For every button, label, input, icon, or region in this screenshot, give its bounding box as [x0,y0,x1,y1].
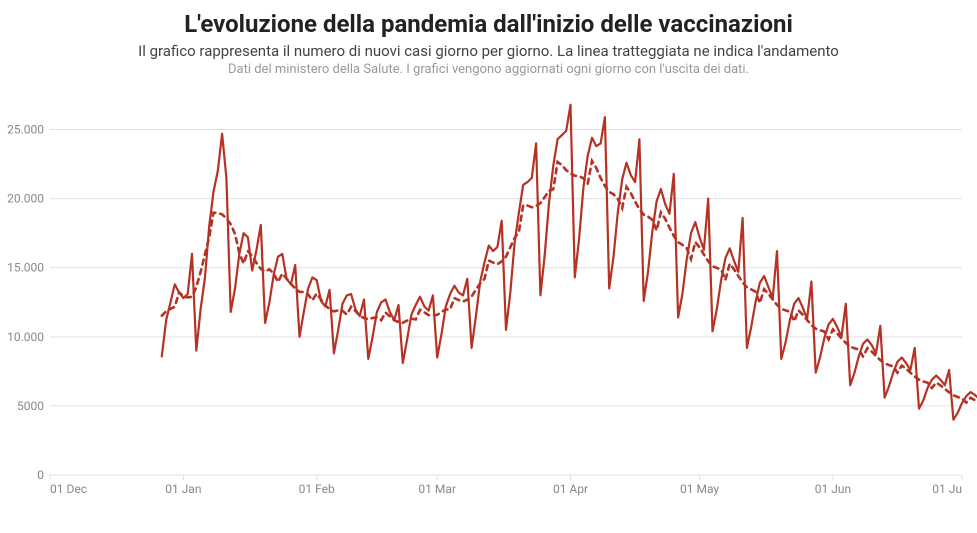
x-axis-label: 01 Ju [932,482,962,496]
y-axis-label: 20.000 [7,192,44,206]
x-axis-label: 01 Jan [165,482,201,496]
y-axis-label: 25.000 [7,123,44,137]
x-axis-label: 01 Jun [815,482,851,496]
chart-container: L'evoluzione della pandemia dall'inizio … [0,0,977,533]
x-axis-label: 01 Mar [418,482,456,496]
x-axis-label: 01 Apr [553,482,588,496]
daily-cases-line [162,105,977,464]
line-chart-svg: 0 5000 10.000 15.000 20.000 25.000 01 Dec 01 Ja… [0,85,977,505]
chart-source: Dati del ministero della Salute. I grafi… [0,62,977,77]
x-axis-label: 01 Feb [299,482,335,496]
y-axis-label: 0 [37,468,44,482]
y-axis-label: 10.000 [7,330,44,344]
chart-subtitle: Il grafico rappresenta il numero di nuov… [0,42,977,60]
chart-title: L'evoluzione della pandemia dall'inizio … [0,10,977,38]
y-axis-label: 15.000 [7,261,44,275]
y-axis-label: 5000 [17,399,44,413]
trend-line [162,161,977,461]
chart-area: 0 5000 10.000 15.000 20.000 25.000 01 Dec 01 Ja… [0,85,977,505]
x-axis-label: 01 Dec [50,482,87,496]
x-axis-label: 01 May [680,482,719,496]
